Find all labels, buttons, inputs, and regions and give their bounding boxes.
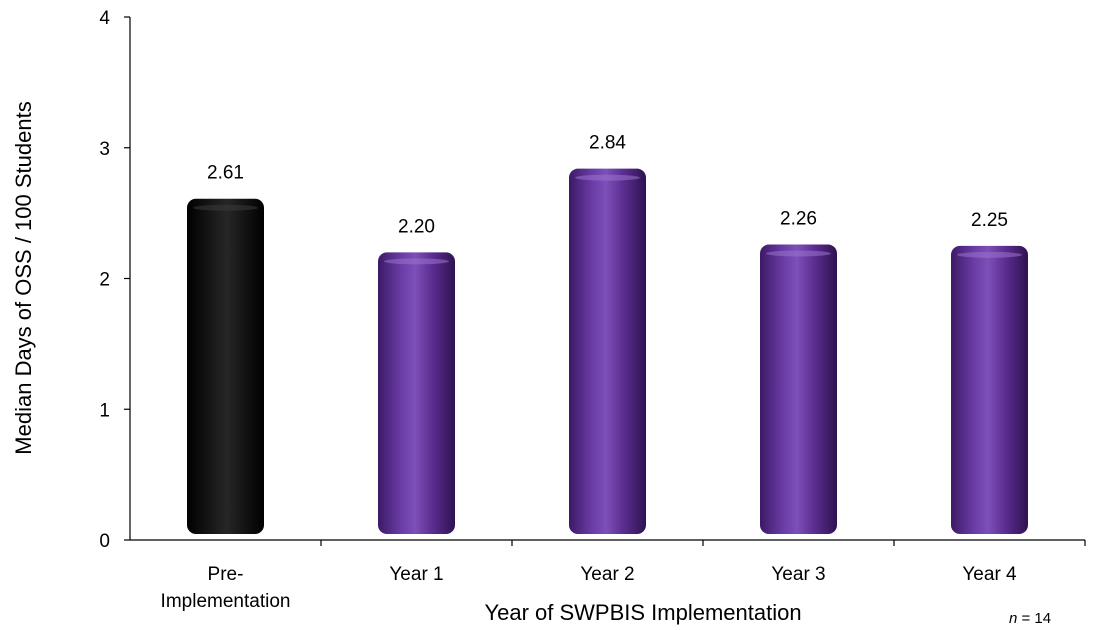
bar-value-label: 2.20: [398, 216, 435, 237]
y-tick-label: 1: [99, 400, 110, 421]
x-tick-label: Year 4: [962, 564, 1017, 585]
bar-top-highlight: [575, 174, 640, 181]
bar: [569, 168, 646, 535]
n-value: = 14: [1017, 610, 1051, 627]
y-tick-label: 0: [99, 531, 110, 552]
bar-body: [569, 168, 646, 535]
bar-top-highlight: [957, 251, 1022, 258]
x-tick-label: Year 1: [389, 564, 443, 585]
bar-top-highlight: [193, 204, 258, 211]
x-tick-label: Year 2: [580, 564, 634, 585]
bar-value-label: 2.84: [589, 133, 626, 154]
x-tick-label: Year 3: [771, 564, 825, 585]
y-tick-label: 3: [99, 139, 110, 160]
x-ticks: [320, 540, 1086, 546]
bar-top-highlight: [766, 250, 831, 257]
n-symbol: n: [1009, 610, 1017, 627]
x-tick-label: Pre-Implementation: [161, 564, 291, 612]
y-tick-label: 4: [99, 8, 110, 29]
bar-value-label: 2.61: [207, 163, 244, 184]
bar: [760, 244, 837, 534]
bar-value-label: 2.25: [971, 210, 1008, 231]
x-axis-title: Year of SWPBIS Implementation: [484, 600, 801, 625]
bars: [187, 168, 1028, 535]
y-tick-label: 2: [99, 270, 110, 291]
bar-top-highlight: [384, 258, 449, 265]
bar-body: [187, 198, 264, 534]
bar-value-label: 2.26: [780, 209, 817, 230]
bar: [378, 252, 455, 534]
bar: [951, 245, 1028, 534]
value-labels: 2.61 2.20 2.84 2.26 2.25: [207, 133, 1008, 238]
bar-body: [760, 244, 837, 534]
sample-size-note: n = 14: [1009, 610, 1051, 627]
x-tick-labels: Pre-Implementation Year 1 Year 2 Year 3 Year…: [161, 564, 1017, 612]
bar: [187, 198, 264, 534]
bar-body: [951, 245, 1028, 534]
y-axis-title: Median Days of OSS / 100 Students: [11, 101, 36, 454]
bar-body: [378, 252, 455, 534]
y-ticks: 0 1 2 3 4: [99, 8, 130, 552]
